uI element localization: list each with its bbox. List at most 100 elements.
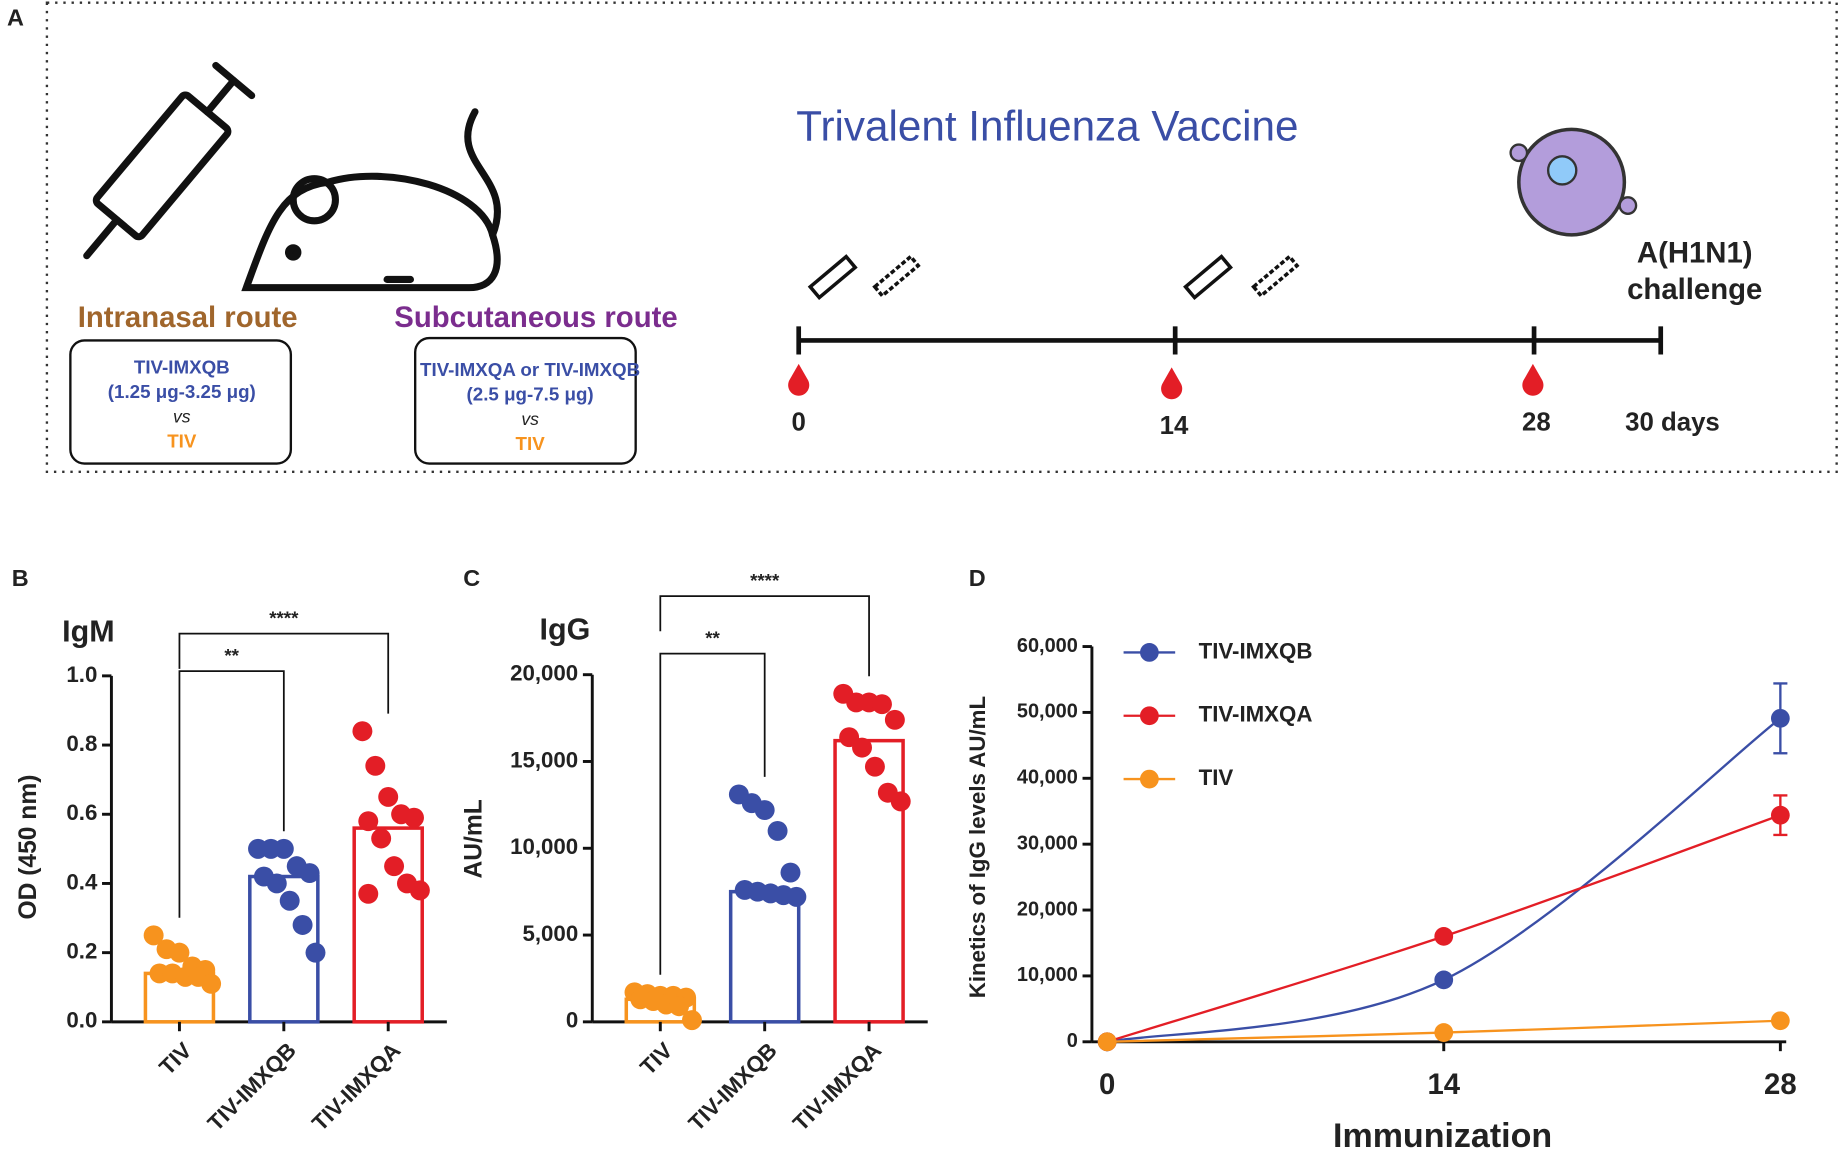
- x-tick-label: 0: [1099, 1068, 1115, 1101]
- data-point: [201, 973, 222, 994]
- challenge-label: A(H1N1): [1637, 237, 1753, 270]
- y-tick-label: 60,000: [1017, 635, 1078, 657]
- y-tick-label: 0.0: [66, 1008, 97, 1033]
- data-point: [143, 925, 164, 946]
- data-point: [404, 807, 424, 828]
- x-tick-label: TIV-IMXQA: [788, 1038, 886, 1136]
- data-point: [371, 828, 392, 849]
- significance-bracket: [659, 595, 870, 677]
- data-point: [384, 856, 405, 877]
- timeline-label: 28: [1522, 409, 1551, 437]
- y-tick-label: 0.2: [66, 939, 97, 964]
- y-tick-label: 40,000: [1017, 767, 1078, 789]
- virus-icon: [1509, 127, 1638, 237]
- data-point: [266, 873, 287, 894]
- data-point: [1434, 927, 1454, 946]
- y-tick-label: 0.8: [66, 731, 97, 756]
- data-point: [1434, 1023, 1454, 1042]
- significance-bracket: [659, 652, 766, 975]
- route-detail: (1.25 μg-3.25 μg): [108, 381, 256, 402]
- x-tick-label: TIV-IMXQA: [307, 1038, 405, 1136]
- legend-marker: [1139, 643, 1159, 662]
- data-point: [1770, 708, 1790, 728]
- data-point: [378, 786, 399, 807]
- data-point: [767, 820, 788, 841]
- data-point: [884, 709, 905, 730]
- route-detail: TIV-IMXQA or TIV-IMXQB: [420, 359, 640, 380]
- panel-letter: D: [969, 565, 986, 591]
- route-detail: vs: [173, 406, 191, 426]
- chart-title: IgG: [540, 612, 591, 646]
- panel-a-border: [45, 1, 1838, 473]
- bar: [352, 826, 424, 1024]
- data-point: [780, 862, 801, 883]
- data-point: [409, 880, 430, 901]
- data-point: [1770, 1011, 1790, 1031]
- route-detail: TIV: [167, 430, 197, 451]
- data-point: [864, 756, 885, 777]
- data-point: [682, 1010, 702, 1031]
- route-box: [69, 339, 293, 465]
- panel-letter: C: [463, 565, 480, 591]
- significance-label: ****: [750, 570, 780, 591]
- data-point: [754, 800, 775, 821]
- legend-label: TIV-IMXQA: [1199, 702, 1313, 727]
- bar: [833, 738, 905, 1024]
- x-tick-label: TIV-IMXQB: [203, 1038, 301, 1136]
- vaccine-title: Trivalent Influenza Vaccine: [796, 102, 1298, 149]
- chart-title: IgM: [62, 615, 114, 649]
- y-tick-label: 20,000: [1017, 898, 1078, 920]
- x-axis-label: Immunization: [1333, 1117, 1552, 1150]
- timeline-label: 14: [1160, 412, 1189, 440]
- data-point: [305, 942, 326, 963]
- y-tick-label: 5,000: [522, 921, 578, 946]
- y-axis-label: AU/mL: [460, 799, 487, 878]
- x-tick-label: TIV: [154, 1038, 196, 1080]
- significance-label: **: [224, 645, 239, 666]
- legend-marker: [1139, 769, 1159, 789]
- data-point: [352, 721, 373, 742]
- data-point: [1770, 805, 1790, 825]
- timeline-label: 0: [792, 409, 806, 437]
- y-axis-label: OD (450 nm): [15, 775, 42, 920]
- timeline-label: 30 days: [1625, 409, 1720, 437]
- legend-marker: [1139, 706, 1159, 726]
- data-point: [872, 694, 892, 715]
- data-point: [358, 883, 379, 904]
- y-tick-label: 10,000: [510, 834, 578, 859]
- y-tick-label: 10,000: [1017, 964, 1078, 986]
- data-point: [786, 886, 807, 907]
- x-tick-label: TIV-IMXQB: [684, 1038, 782, 1136]
- y-tick-label: 0: [566, 1008, 578, 1033]
- blood-drops: [788, 363, 1544, 400]
- route-detail: (2.5 μg-7.5 μg): [467, 384, 594, 405]
- route-detail: vs: [521, 409, 539, 429]
- data-point: [273, 838, 294, 859]
- y-tick-label: 30,000: [1017, 832, 1078, 854]
- data-point: [1434, 970, 1454, 990]
- route-detail: TIV: [516, 433, 546, 454]
- x-tick-label: 14: [1427, 1068, 1460, 1101]
- x-tick-label: TIV: [635, 1038, 677, 1080]
- data-point: [299, 863, 320, 884]
- y-axis-label: Kinetics of IgG levels AU/mL: [965, 696, 990, 998]
- y-tick-label: 0: [1067, 1030, 1078, 1052]
- panel-letter: A: [7, 4, 24, 30]
- route-detail: TIV-IMXQB: [134, 357, 230, 378]
- y-tick-label: 50,000: [1017, 701, 1078, 723]
- significance-label: **: [705, 627, 720, 648]
- data-point: [669, 996, 690, 1017]
- y-tick-label: 0.4: [66, 869, 98, 894]
- timeline: [796, 326, 1664, 355]
- bar: [728, 889, 801, 1024]
- panel-letter: B: [12, 565, 29, 591]
- legend-label: TIV-IMXQB: [1199, 638, 1313, 663]
- legend-label: TIV: [1199, 765, 1234, 790]
- data-point: [890, 791, 911, 812]
- route-name: Intranasal route: [78, 301, 298, 334]
- x-tick-label: 28: [1764, 1068, 1797, 1101]
- data-point: [365, 755, 386, 776]
- illustration: [83, 61, 501, 292]
- data-point: [852, 737, 873, 758]
